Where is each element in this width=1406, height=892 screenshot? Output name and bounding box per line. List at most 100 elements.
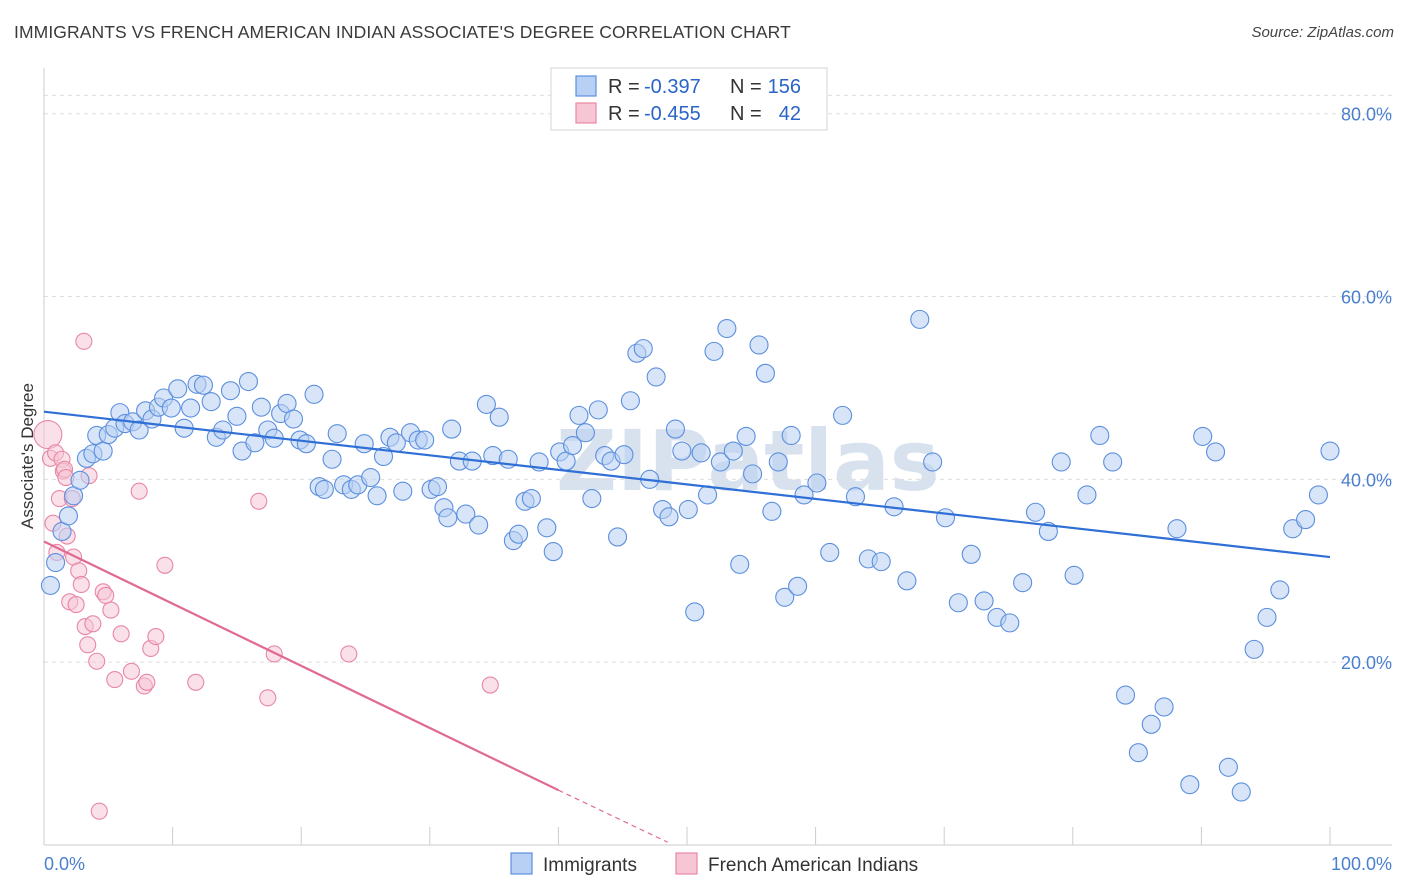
trend-lines bbox=[43, 410, 1331, 843]
french-point bbox=[112, 625, 130, 643]
immigrant-point bbox=[1296, 510, 1316, 530]
immigrant-point bbox=[717, 318, 737, 339]
french-point bbox=[340, 645, 358, 663]
immigrant-point bbox=[322, 449, 342, 469]
immigrant-point bbox=[672, 441, 692, 461]
immigrant-point bbox=[1077, 485, 1097, 505]
immigrant-point bbox=[781, 425, 801, 446]
immigrant-point bbox=[620, 391, 640, 411]
immigrant-point bbox=[755, 363, 775, 383]
immigrant-point bbox=[646, 367, 666, 387]
immigrant-point bbox=[582, 488, 602, 509]
immigrant-point bbox=[469, 515, 489, 535]
y-tick-label: 20.0% bbox=[1341, 653, 1392, 673]
immigrant-point bbox=[314, 479, 334, 499]
french-point bbox=[90, 802, 108, 820]
chart-title: IMMIGRANTS VS FRENCH AMERICAN INDIAN ASS… bbox=[14, 22, 791, 42]
legend-box: R = -0.397 N = 156 R = -0.455 N = 42 bbox=[550, 67, 828, 131]
immigrant-point bbox=[521, 488, 541, 509]
y-tick-label: 80.0% bbox=[1341, 105, 1392, 125]
immigrant-point bbox=[833, 405, 853, 425]
immigrant-point bbox=[588, 400, 608, 420]
immigrant-point bbox=[40, 575, 60, 595]
bottom-legend: Immigrants French American Indians bbox=[510, 852, 918, 876]
immigrant-point bbox=[710, 452, 730, 472]
immigrant-point bbox=[1167, 519, 1187, 539]
immigrant-point bbox=[1257, 607, 1277, 627]
immigrant-point bbox=[181, 398, 201, 418]
french-points bbox=[33, 332, 499, 820]
immigrant-point bbox=[168, 379, 188, 399]
immigrant-point bbox=[575, 423, 595, 443]
legend-r-label-0: R = bbox=[608, 76, 640, 98]
legend-swatch-immigrants bbox=[575, 75, 597, 97]
immigrant-point bbox=[1090, 425, 1110, 446]
french-point bbox=[130, 482, 148, 500]
french-trend-line bbox=[43, 540, 559, 792]
immigrant-point bbox=[794, 485, 814, 505]
french-point bbox=[259, 689, 277, 707]
legend-r-value-1: -0.455 bbox=[644, 103, 701, 125]
immigrant-point bbox=[1115, 685, 1136, 705]
french-point bbox=[84, 615, 102, 633]
x-tick-labels: 0.0% 100.0% bbox=[44, 854, 1392, 874]
legend-r-value-0: -0.397 bbox=[644, 76, 701, 98]
french-point bbox=[156, 556, 174, 574]
y-tick-label: 60.0% bbox=[1341, 288, 1392, 308]
legend-swatch-french bbox=[575, 102, 597, 124]
immigrant-point bbox=[730, 554, 750, 574]
immigrant-point bbox=[327, 424, 347, 444]
immigrant-point bbox=[614, 445, 634, 465]
immigrant-point bbox=[788, 576, 808, 596]
legend-frame bbox=[550, 67, 828, 131]
immigrant-point bbox=[373, 446, 394, 467]
immigrant-point bbox=[456, 504, 476, 524]
immigrant-point bbox=[948, 593, 968, 613]
french-point bbox=[138, 673, 156, 691]
immigrant-point bbox=[1141, 714, 1161, 734]
immigrant-point bbox=[1308, 485, 1328, 505]
immigrant-point bbox=[193, 375, 214, 395]
legend-n-label-0: N = bbox=[730, 76, 762, 98]
immigrant-point bbox=[1283, 519, 1303, 539]
immigrants-trend-line bbox=[43, 410, 1331, 559]
immigrant-point bbox=[46, 552, 66, 573]
immigrant-point bbox=[537, 518, 557, 538]
immigrant-point bbox=[678, 499, 698, 520]
immigrant-point bbox=[1180, 775, 1200, 795]
immigrant-point bbox=[227, 406, 247, 426]
legend-n-label-1: N = bbox=[730, 103, 762, 125]
immigrant-point bbox=[367, 486, 387, 506]
french-point bbox=[97, 586, 115, 604]
immigrant-point bbox=[361, 467, 381, 488]
immigrant-point bbox=[935, 508, 956, 528]
immigrant-point bbox=[1038, 521, 1058, 542]
french-point bbox=[187, 673, 205, 691]
immigrant-point bbox=[736, 426, 756, 446]
immigrant-point bbox=[820, 542, 840, 563]
immigrant-point bbox=[251, 397, 271, 417]
immigrant-point bbox=[743, 464, 763, 484]
french-point bbox=[75, 332, 93, 350]
immigrant-point bbox=[1193, 426, 1213, 446]
immigrant-point bbox=[1000, 613, 1020, 633]
legend-n-value-0: 156 bbox=[768, 76, 801, 98]
immigrant-point bbox=[1051, 452, 1071, 472]
immigrant-point bbox=[489, 407, 509, 427]
immigrant-point bbox=[1064, 565, 1084, 585]
x-tick-label-1: 100.0% bbox=[1331, 854, 1392, 874]
immigrant-point bbox=[608, 527, 628, 547]
immigrant-point bbox=[1205, 442, 1226, 462]
immigrant-point bbox=[749, 335, 769, 355]
immigrant-point bbox=[1013, 573, 1033, 593]
french-point bbox=[122, 662, 140, 680]
french-trend-extension bbox=[558, 789, 668, 843]
bottom-legend-swatch-immigrants bbox=[510, 852, 533, 875]
immigrant-point bbox=[569, 405, 589, 425]
immigrant-point bbox=[1320, 441, 1340, 461]
immigrant-point bbox=[871, 552, 891, 572]
immigrant-point bbox=[1103, 452, 1123, 472]
immigrant-point bbox=[245, 433, 265, 453]
immigrant-point bbox=[665, 419, 685, 439]
